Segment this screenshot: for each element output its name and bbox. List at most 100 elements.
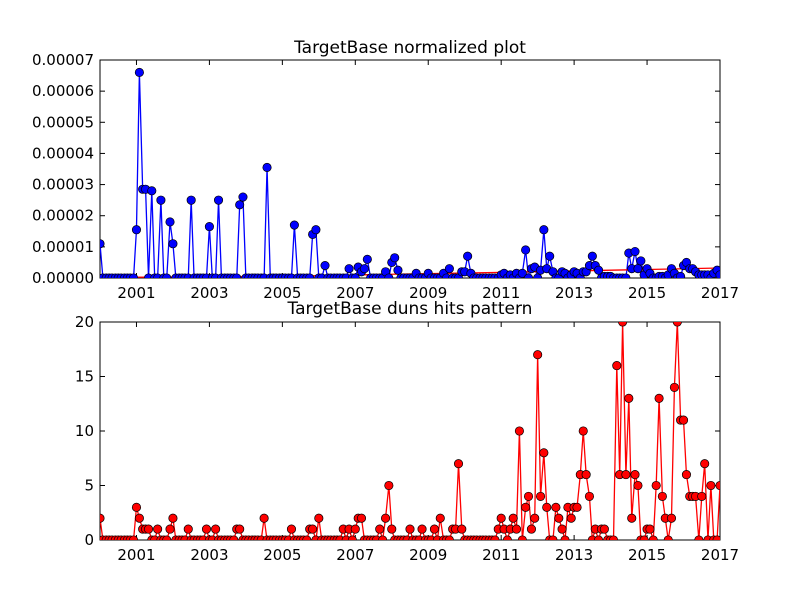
normalized-data-point	[320, 260, 330, 271]
duns-y-tick-label: 10	[75, 422, 94, 440]
normalized-data-point	[545, 251, 555, 261]
duns-data-point	[578, 426, 588, 436]
duns-data-point	[678, 415, 689, 425]
normalized-data-point	[533, 273, 543, 278]
duns-data-point	[286, 524, 297, 534]
normalized-x-tick-label: 2017	[701, 284, 739, 302]
normalized-data-point	[539, 225, 549, 235]
normalized-data-point	[262, 162, 272, 172]
normalized-y-tick-label: 0.00003	[32, 176, 94, 194]
duns-data-point	[453, 459, 464, 469]
normalized-data-point	[168, 239, 178, 249]
duns-data-point	[168, 513, 178, 523]
duns-data-point	[134, 513, 144, 523]
normalized-y-tick-label: 0.00004	[32, 144, 94, 162]
duns-data-point	[490, 535, 500, 540]
duns-data-point	[314, 513, 324, 523]
normalized-data-point	[393, 265, 403, 275]
normalized-data-point	[587, 251, 597, 261]
duns-data-point	[542, 502, 552, 512]
normalized-data-point	[593, 265, 604, 275]
normalized-plot-panel: TargetBase normalized plot 2001 2003 2005 2…	[32, 38, 739, 302]
normalized-y-tick-label: 0.00007	[32, 51, 94, 69]
normalized-data-point	[463, 251, 473, 261]
normalized-data-point	[147, 186, 157, 196]
duns-x-tick-label: 2001	[117, 546, 155, 564]
duns-data-point	[657, 491, 667, 501]
duns-data-point	[627, 513, 637, 523]
duns-data-point	[694, 535, 704, 540]
normalized-data-point	[131, 225, 142, 235]
normalized-data-point	[630, 246, 640, 257]
duns-data-point	[201, 524, 212, 534]
normalized-data-point	[129, 273, 139, 278]
duns-y-tick-label: 20	[75, 313, 94, 331]
normalized-data-point	[344, 264, 354, 274]
normalized-x-tick-label: 2003	[190, 284, 228, 302]
normalized-data-point	[238, 192, 248, 202]
duns-data-point	[302, 535, 312, 540]
duns-data-point	[715, 480, 720, 491]
duns-data-point	[508, 513, 518, 523]
duns-x-tick-label: 2005	[263, 546, 301, 564]
normalized-data-point	[100, 239, 105, 249]
duns-data-point	[557, 524, 567, 534]
duns-data-point	[496, 513, 506, 523]
duns-data-point	[594, 535, 604, 540]
duns-data-point	[533, 350, 543, 360]
duns-y-tick-label: 5	[84, 477, 94, 495]
normalized-data-point	[289, 220, 299, 230]
normalized-plot-title: TargetBase normalized plot	[293, 38, 526, 58]
duns-data-point	[608, 535, 619, 540]
duns-data-point	[663, 535, 673, 540]
duns-data-point	[612, 361, 622, 371]
duns-data-point	[211, 524, 221, 534]
normalized-data-point	[204, 222, 214, 232]
duns-data-point	[654, 393, 664, 403]
duns-data-point	[697, 491, 707, 501]
duns-x-tick-label: 2015	[628, 546, 666, 564]
duns-data-point	[384, 480, 394, 491]
normalized-data-point	[390, 253, 400, 263]
duns-x-tick-label: 2009	[409, 546, 447, 564]
normalized-data-point	[444, 264, 454, 274]
normalized-data-point	[311, 225, 321, 235]
duns-data-point	[554, 513, 564, 523]
normalized-data-point	[213, 195, 224, 205]
duns-hits-panel: TargetBase duns hits pattern 2001 2003 200…	[75, 299, 739, 564]
duns-data-point	[672, 322, 682, 327]
duns-data-point	[630, 470, 640, 480]
duns-data-point	[381, 513, 391, 523]
normalized-data-point	[523, 273, 534, 278]
normalized-x-tick-label: 2013	[555, 284, 593, 302]
duns-data-point	[706, 480, 716, 491]
duns-data-point	[560, 535, 570, 540]
duns-data-point	[308, 524, 318, 534]
duns-data-point	[375, 524, 385, 534]
duns-data-point	[521, 502, 531, 512]
duns-data-point	[526, 524, 536, 534]
duns-data-point	[511, 524, 522, 534]
normalized-data-point	[162, 273, 172, 278]
normalized-x-tick-label: 2007	[336, 284, 374, 302]
duns-data-point	[514, 426, 524, 436]
duns-data-point	[633, 480, 643, 491]
normalized-plot-area	[100, 67, 720, 278]
duns-data-point	[457, 524, 467, 534]
normalized-y-tick-label: 0.00002	[32, 207, 94, 225]
duns-data-point	[669, 382, 679, 392]
duns-data-point	[599, 524, 609, 534]
normalized-data-point	[186, 195, 196, 205]
normalized-y-tick-label: 0.00000	[32, 269, 94, 287]
normalized-x-tick-label: 2005	[263, 284, 301, 302]
normalized-data-point	[517, 268, 527, 278]
normalized-y-tick-label: 0.00001	[32, 238, 94, 256]
duns-data-point	[584, 491, 594, 501]
normalized-data-point	[235, 200, 245, 210]
normalized-y-tick-label: 0.00006	[32, 82, 94, 100]
duns-data-point	[548, 535, 558, 540]
normalized-x-tick-label: 2015	[628, 284, 666, 302]
duns-data-point	[536, 491, 546, 501]
duns-data-point	[681, 470, 691, 480]
